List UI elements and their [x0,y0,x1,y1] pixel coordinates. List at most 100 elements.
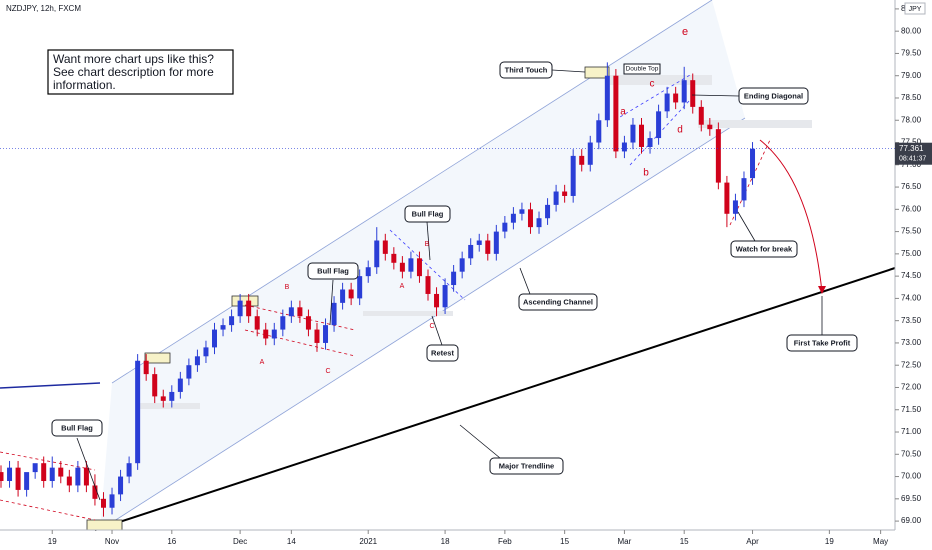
candle-body [152,374,158,397]
candle-body [502,222,508,232]
candle-body [305,316,311,330]
y-tick-label: 76.00 [901,204,922,213]
wave-label: C [429,323,434,330]
candle-body [442,285,448,308]
candle-body [357,276,363,299]
candle-body [408,258,414,272]
candle-body [416,258,422,277]
callout-box [307,262,359,280]
callout-box [623,63,661,75]
candle-body [459,258,465,272]
x-tick-label: Mar [618,537,632,546]
callout-text: First Take Profit [794,338,851,347]
y-tick-label: 78.00 [901,115,922,124]
x-tick-label: 18 [441,537,450,546]
candle-body [83,467,89,486]
callout-text: Retest [431,348,454,357]
callout-box [786,334,858,352]
candle-body [451,271,457,286]
last-price-label: 77.361 [899,144,924,153]
candle-body [570,155,576,196]
candle-body [741,178,747,201]
callout-pointer [737,211,756,242]
candle-body [340,289,346,303]
candle-body [297,307,303,317]
wave-label: C [325,368,330,375]
candle-body [434,293,440,308]
callout-box [404,205,451,223]
callout-text: Watch for break [736,244,793,253]
candle-body [639,124,644,147]
candle-body [126,463,132,477]
candle-body [545,204,551,219]
chart-title: NZDJPY, 12h, FXCM [6,4,81,13]
candle-body [425,276,431,294]
description-box [47,49,234,95]
x-tick-label: Feb [498,537,512,546]
candle-body [562,191,568,196]
callout-text: Bull Flag [61,423,93,432]
callout-pointer [329,279,334,326]
last-price-box [895,142,932,165]
candle-body [169,391,175,401]
wave-label: e [682,26,688,38]
candle-body [203,347,209,357]
candle-body [750,148,756,179]
candle-body [177,378,183,392]
candle-body [621,142,627,152]
candle-body [246,300,252,317]
y-tick-label: 74.00 [901,294,922,303]
candle-body [109,494,115,508]
y-tick-label: 73.00 [901,338,922,347]
currency-box [904,2,926,15]
candle-body [579,155,585,165]
candle-body [365,267,371,277]
candle-body [160,396,166,401]
candle-body [698,106,704,125]
candle-body [100,498,106,508]
x-tick-label: 14 [287,537,296,546]
candle-body [519,209,525,214]
y-tick-label: 72.00 [901,383,922,392]
callout-text: Ending Diagonal [744,91,803,100]
candle-body [75,467,81,486]
candle-body [724,182,730,214]
candle-body [66,476,72,486]
y-tick-label: 80.00 [901,26,922,35]
wave-label: B [285,284,290,291]
candle-body [212,329,217,348]
callout-text: Double Top [626,66,659,73]
description-line: See chart description for more [53,65,214,79]
callout-text: Major Trendline [499,461,554,470]
callout-box [499,61,553,79]
wave-label: c [650,79,655,90]
x-tick-label: 2021 [359,537,377,546]
candle-body [476,240,482,245]
wave-label: A [260,359,265,366]
candle-body [596,120,602,143]
callout-box [738,87,809,105]
candle-body [24,472,30,490]
drawings [0,0,896,531]
candle-body [553,191,559,205]
callout-pointer [76,437,101,501]
y-tick-label: 74.50 [901,271,922,280]
callout-pointer [551,69,586,73]
callout-text: Bull Flag [412,209,444,218]
wave-label: b [643,168,649,179]
candle-body [49,467,55,482]
candle-body [254,316,260,330]
x-tick-label: Dec [233,537,247,546]
candle-body [288,307,294,317]
description-line: information. [53,78,116,92]
candle-body [7,467,13,482]
candle-body [194,356,200,366]
candle-body [271,329,277,339]
candle-body [32,463,38,473]
y-tick-label: 76.50 [901,182,922,191]
callout-box [518,293,598,311]
candle-body [707,124,713,130]
y-tick-label: 75.50 [901,227,922,236]
candle-body [391,253,397,263]
